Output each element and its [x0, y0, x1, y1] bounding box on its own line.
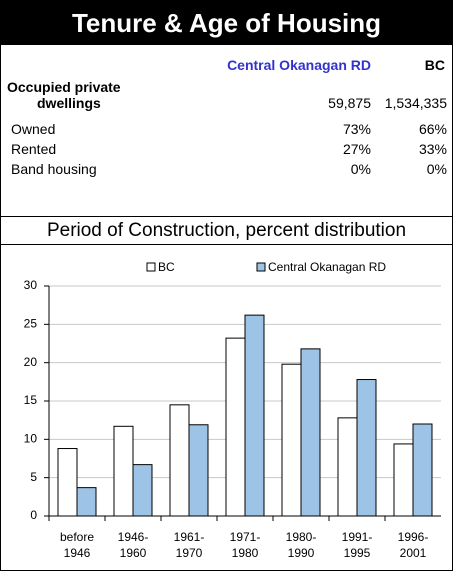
x-tick-label: before 1946: [59, 530, 95, 560]
y-tick-label: 5: [30, 470, 37, 484]
bar: [393, 443, 414, 517]
table-row: Band housing 0% 0%: [7, 161, 447, 177]
y-tick-label: 25: [24, 317, 38, 331]
row-label: Rented: [11, 141, 57, 157]
bar: [281, 363, 302, 517]
legend-label: BC: [158, 260, 175, 274]
cell: 0%: [350, 161, 371, 177]
cell: 66%: [418, 121, 447, 137]
bar: [300, 348, 321, 517]
cell: 59,875: [328, 95, 371, 111]
bar: [76, 487, 97, 517]
bar: [113, 425, 134, 517]
legend-swatch: [146, 262, 156, 272]
cell: 27%: [342, 141, 371, 157]
bar: [57, 448, 78, 517]
bar: [188, 424, 209, 517]
cell: 0%: [426, 161, 447, 177]
table-row: Occupied private dwellings 59,875 1,534,33…: [7, 79, 447, 111]
table-row: Rented 27% 33%: [7, 141, 447, 157]
table-row: Owned 73% 66%: [7, 121, 447, 137]
bar: [356, 379, 377, 517]
cell: 1,534,335: [384, 95, 447, 111]
bar: [225, 337, 246, 517]
x-tick-label: 1946- 1960: [117, 530, 149, 560]
title: Tenure & Age of Housing: [1, 1, 452, 45]
bar: [132, 464, 153, 517]
y-tick-label: 20: [24, 355, 38, 369]
y-tick-label: 15: [24, 393, 38, 407]
bar: [412, 423, 433, 517]
cell: 33%: [418, 141, 447, 157]
row-label: Owned: [11, 121, 56, 137]
x-tick-label: 1971- 1980: [229, 530, 261, 560]
row-label: Occupied private dwellings: [7, 79, 121, 111]
bar: [337, 417, 358, 517]
row-label: Band housing: [11, 161, 97, 177]
y-tick-label: 30: [24, 278, 38, 292]
x-tick-label: 1996- 2001: [397, 530, 429, 560]
x-tick-label: 1961- 1970: [173, 530, 205, 560]
y-tick-label: 10: [24, 432, 38, 446]
chart-title: Period of Construction, percent distribu…: [1, 216, 452, 245]
cell: 73%: [342, 121, 371, 137]
legend-label: Central Okanagan RD: [268, 260, 386, 274]
y-tick-label: 0: [30, 508, 37, 522]
x-tick-label: 1991- 1995: [341, 530, 373, 560]
x-tick-label: 1980- 1990: [285, 530, 317, 560]
bar: [244, 314, 265, 517]
column-header: BC: [424, 57, 445, 73]
column-header: Central Okanagan RD: [227, 57, 371, 73]
bar: [169, 404, 190, 517]
legend-swatch: [256, 262, 266, 272]
